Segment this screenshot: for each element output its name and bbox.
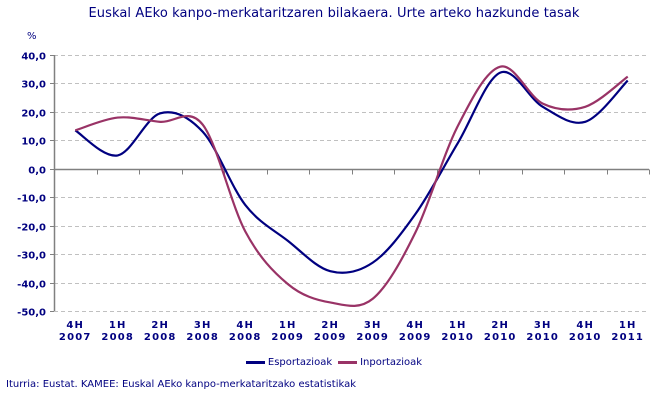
x-tick-label-period: 4H bbox=[236, 320, 254, 331]
x-tick-label-year: 2009 bbox=[271, 332, 304, 343]
legend-label-esportazioak: Esportazioak bbox=[267, 357, 333, 368]
x-tick-label-year: 2007 bbox=[59, 332, 92, 343]
line-chart-plot-area: 40,0 30,0 20,0 10,0 0,0 -10,0 -20,0 -30,0 -40,0 -… bbox=[17, 52, 650, 343]
source-note: Iturria: Eustat. KAMEE: Euskal AEko kanp… bbox=[6, 379, 357, 390]
chart-title: Euskal AEko kanpo-merkataritzaren bilaka… bbox=[88, 6, 580, 21]
legend-item-inportazioak: Inportazioak bbox=[338, 357, 422, 368]
x-tick-label-period: 2H bbox=[321, 320, 339, 331]
series-line-esportazioak bbox=[74, 70, 629, 274]
x-tick-label-period: 3H bbox=[194, 320, 212, 331]
y-tick-label: -40,0 bbox=[17, 280, 46, 291]
x-tick-label-year: 2010 bbox=[484, 332, 517, 343]
x-tick-label-period: 4H bbox=[576, 320, 594, 331]
x-tick-label-period: 1H bbox=[109, 320, 127, 331]
y-tick-label: 30,0 bbox=[21, 80, 46, 91]
y-tick-label: -30,0 bbox=[17, 251, 46, 262]
x-tick-label-period: 4H bbox=[406, 320, 424, 331]
x-tick-label-year: 2008 bbox=[229, 332, 262, 343]
y-axis-unit-label: % bbox=[27, 31, 37, 42]
y-tick-label: 10,0 bbox=[21, 137, 46, 148]
y-tick-label: 0,0 bbox=[28, 166, 46, 177]
y-tick-label: -50,0 bbox=[17, 308, 46, 319]
x-tick-label-year: 2009 bbox=[356, 332, 389, 343]
legend-swatch-inportazioak bbox=[338, 361, 358, 364]
gridlines bbox=[54, 55, 649, 312]
x-axis-tick-labels: 4H20071H20082H20083H20084H20081H20092H20… bbox=[59, 320, 644, 343]
x-tick-label-year: 2010 bbox=[569, 332, 602, 343]
x-tick-label-year: 2010 bbox=[441, 332, 474, 343]
y-tick-label: 40,0 bbox=[21, 52, 46, 63]
x-tick-label-period: 4H bbox=[66, 320, 84, 331]
x-tick-label-period: 2H bbox=[491, 320, 509, 331]
x-tick-label-year: 2010 bbox=[526, 332, 559, 343]
chart-axes bbox=[50, 55, 650, 312]
x-tick-label-year: 2009 bbox=[399, 332, 432, 343]
x-tick-label-period: 3H bbox=[364, 320, 382, 331]
y-tick-label: 20,0 bbox=[21, 109, 46, 120]
x-tick-label-year: 2008 bbox=[186, 332, 219, 343]
y-axis-tick-labels: 40,0 30,0 20,0 10,0 0,0 -10,0 -20,0 -30,0 -40,0 -… bbox=[17, 52, 46, 319]
x-tick-label-period: 1H bbox=[279, 320, 297, 331]
chart-legend: Esportazioak Inportazioak bbox=[0, 357, 668, 368]
x-tick-label-year: 2008 bbox=[101, 332, 134, 343]
legend-label-inportazioak: Inportazioak bbox=[360, 357, 423, 368]
y-tick-label: -10,0 bbox=[17, 194, 46, 205]
series-line-inportazioak bbox=[74, 65, 629, 307]
legend-item-esportazioak: Esportazioak bbox=[245, 357, 333, 368]
y-tick-label: -20,0 bbox=[17, 223, 46, 234]
x-tick-label-year: 2009 bbox=[314, 332, 347, 343]
legend-swatch-esportazioak bbox=[245, 361, 265, 364]
x-tick-label-period: 2H bbox=[151, 320, 169, 331]
x-tick-label-period: 1H bbox=[449, 320, 467, 331]
x-tick-label-period: 3H bbox=[534, 320, 552, 331]
data-series bbox=[74, 65, 629, 307]
x-tick-label-year: 2008 bbox=[144, 332, 177, 343]
x-tick-label-period: 1H bbox=[619, 320, 637, 331]
x-tick-label-year: 2011 bbox=[611, 332, 644, 343]
